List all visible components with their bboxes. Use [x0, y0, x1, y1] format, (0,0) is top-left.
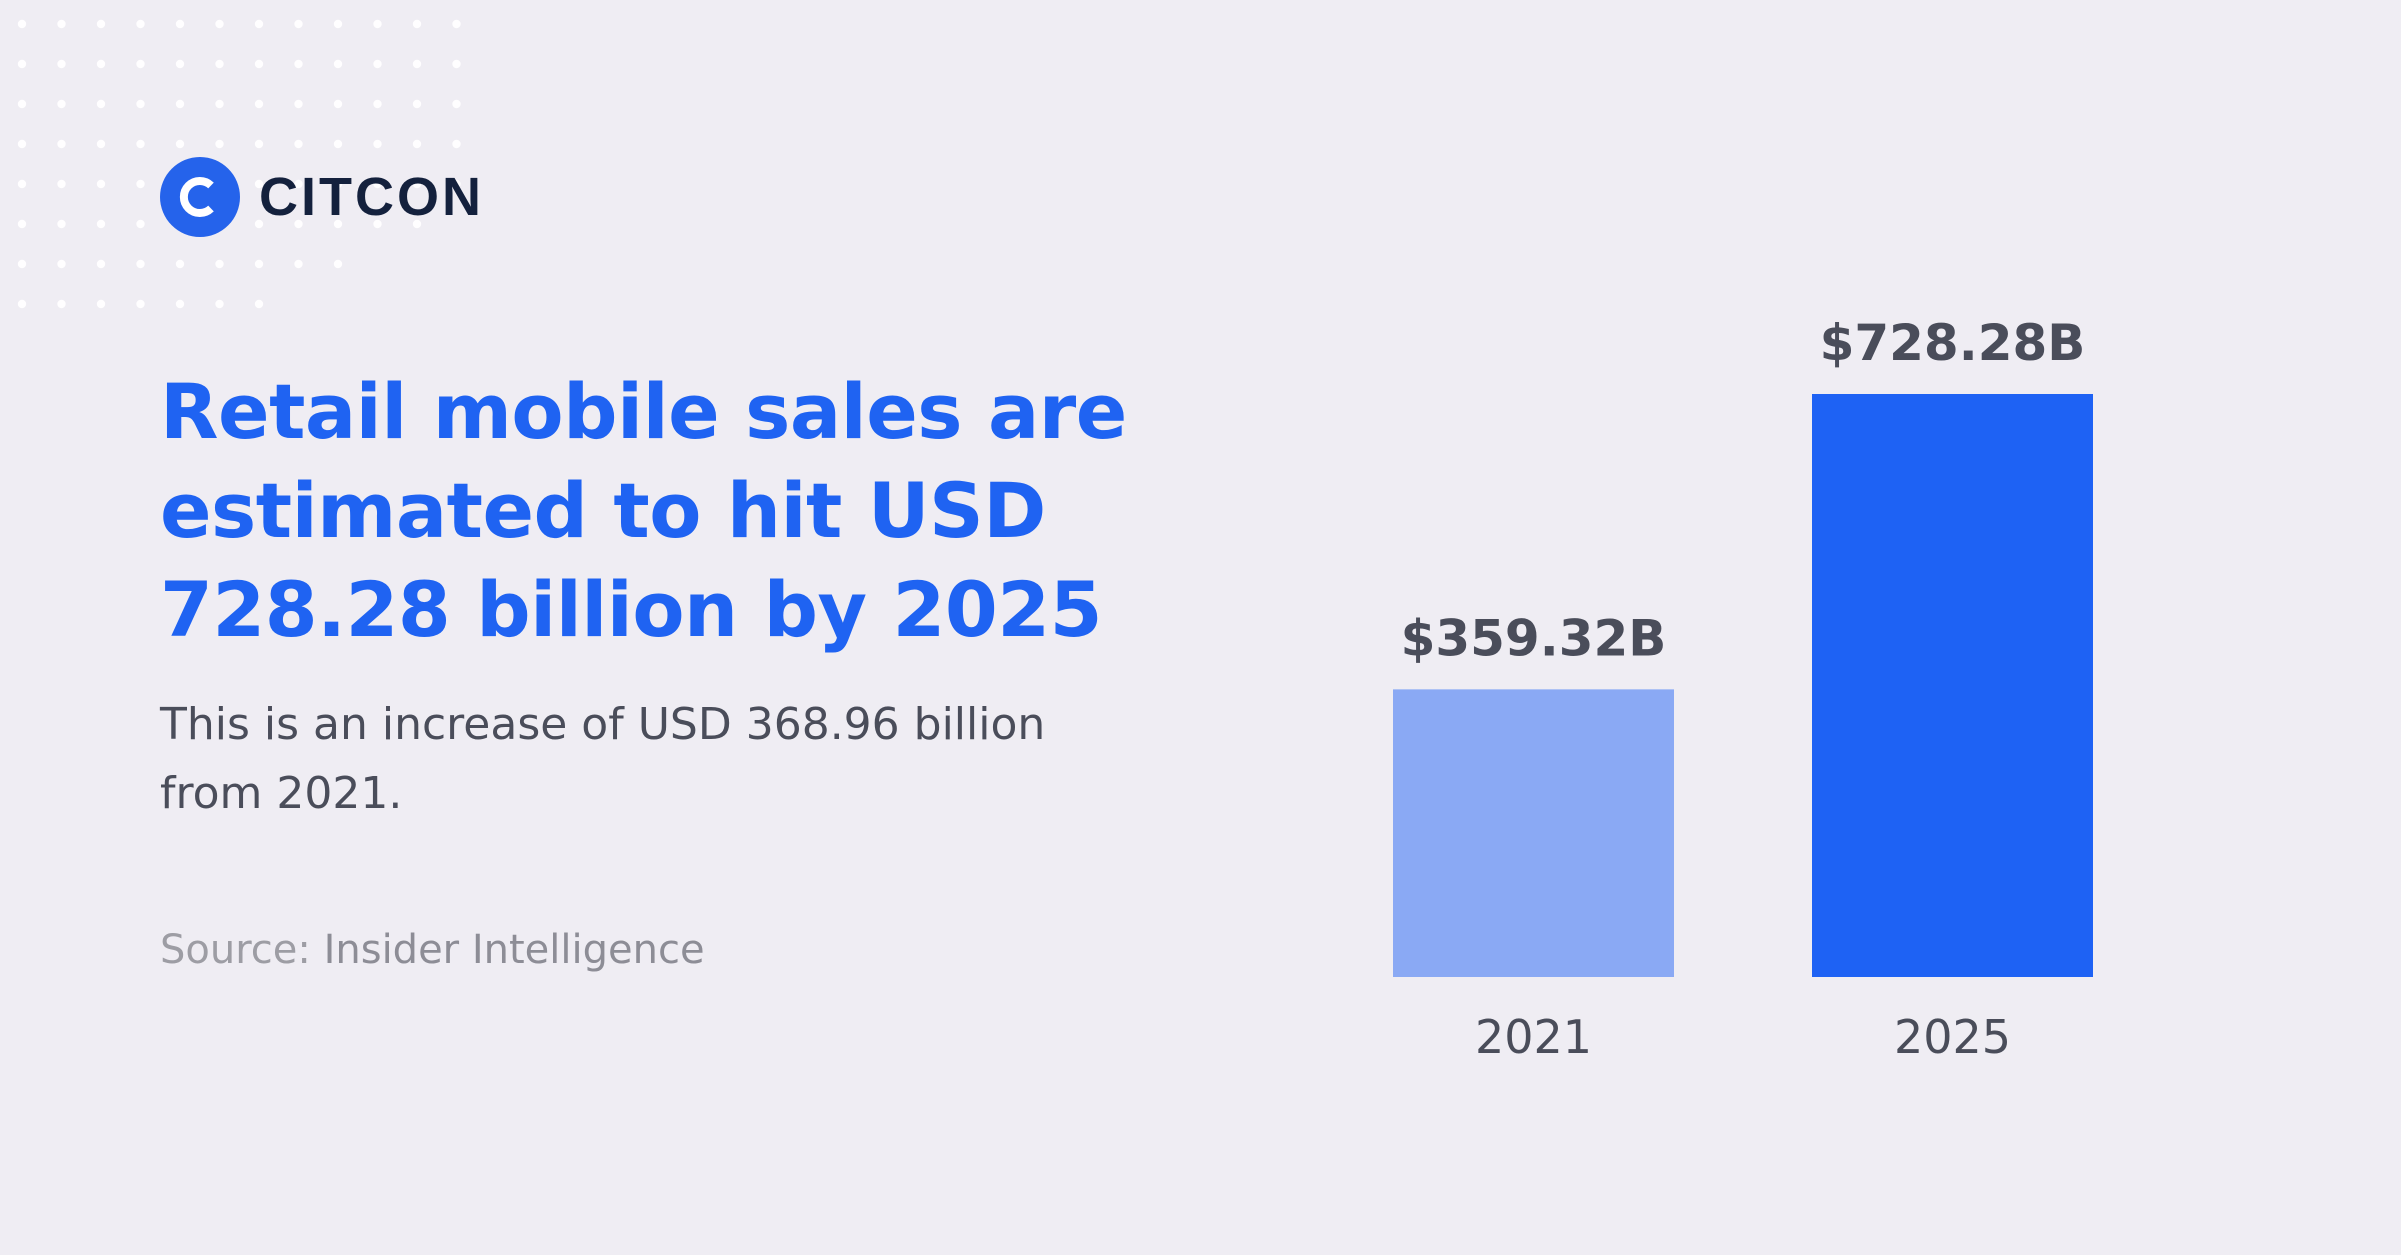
bar-2025 [1812, 394, 2093, 977]
x-tick-label: 2021 [1475, 1010, 1592, 1064]
citcon-logo-icon [160, 157, 240, 237]
bar-value-label: $728.28B [1820, 314, 2086, 372]
page-title: Retail mobile sales are estimated to hit… [160, 367, 1127, 654]
bar-value-label: $359.32B [1401, 609, 1667, 667]
source-value: Insider Intelligence [323, 927, 705, 973]
source-label: Source: [160, 927, 311, 973]
summary-text: This is an increase of USD 368.96 billio… [160, 699, 1046, 819]
source-citation: Source: Insider Intelligence [160, 920, 705, 980]
x-tick-label: 2025 [1894, 1010, 2011, 1064]
brand-logo: CITCON [160, 157, 484, 237]
decorative-dot-grid [17, 19, 461, 309]
bar-2021 [1393, 689, 1674, 977]
brand-name: CITCON [259, 167, 484, 227]
